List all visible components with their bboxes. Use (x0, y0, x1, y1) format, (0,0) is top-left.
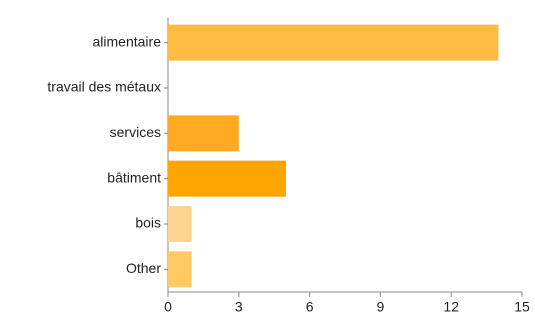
y-tick-label: bois (135, 215, 161, 231)
x-tick-label: 15 (514, 299, 530, 315)
bar (168, 251, 192, 288)
y-tick-label: bâtiment (107, 169, 161, 185)
x-tick-label: 0 (164, 299, 172, 315)
y-tick-label: travail des métaux (47, 79, 161, 95)
bar (168, 160, 286, 197)
bar (168, 206, 192, 242)
y-tick-label: services (110, 124, 161, 140)
x-tick-label: 6 (306, 299, 314, 315)
bar (168, 115, 239, 152)
x-tick-label: 3 (235, 299, 243, 315)
y-tick-label: Other (126, 260, 161, 276)
bar (168, 24, 499, 61)
y-tick-label: alimentaire (93, 33, 162, 49)
x-tick-label: 12 (443, 299, 459, 315)
x-tick-label: 9 (377, 299, 385, 315)
